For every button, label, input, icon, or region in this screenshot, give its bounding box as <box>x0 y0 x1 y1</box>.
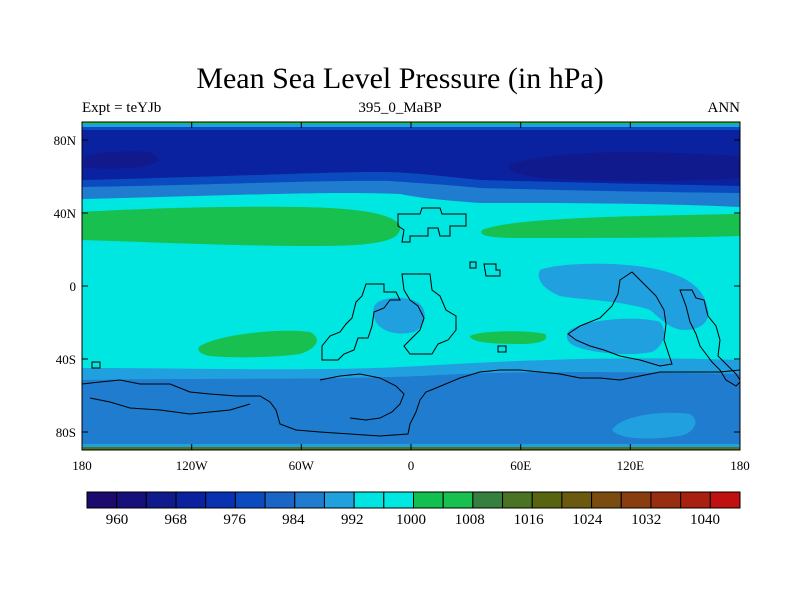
x-tick-label: 60E <box>510 458 531 473</box>
y-tick-label: 0 <box>70 279 77 294</box>
colorbar-box <box>264 491 296 509</box>
colorbar-box <box>442 491 474 509</box>
colorbar-box <box>472 491 504 509</box>
colorbar-label: 992 <box>341 512 364 528</box>
x-tick-label: 180 <box>72 458 92 473</box>
colorbar-box <box>531 491 563 509</box>
x-tick-label: 180 <box>730 458 750 473</box>
colorbar-box <box>323 491 355 509</box>
colorbar-box <box>591 491 622 509</box>
chart-title: Mean Sea Level Pressure (in hPa) <box>196 62 604 95</box>
season-label: ANN <box>707 100 741 116</box>
field-southern-high-east <box>470 331 547 344</box>
field-north-low-east <box>508 152 740 181</box>
coastline-southern-inner <box>89 373 405 421</box>
pressure-field <box>82 122 740 450</box>
colorbar-box <box>234 491 266 509</box>
colorbar-box <box>561 491 593 509</box>
colorbar-box <box>86 491 118 509</box>
colorbar-box <box>145 491 177 509</box>
colorbar-label: 1016 <box>514 512 545 528</box>
period-label: 395_0_MaBP <box>358 100 442 116</box>
coastline-far-east <box>679 289 740 387</box>
field-southern-high-west <box>198 330 317 358</box>
coastline-small-patch <box>91 361 101 369</box>
field-tropical-low-australia <box>566 318 665 355</box>
colorbar-box <box>709 491 741 509</box>
y-tick-label: 40S <box>56 352 76 367</box>
field-tropical-low-pacific <box>538 263 709 330</box>
colorbar-box <box>353 491 385 509</box>
field-north-low-west <box>84 151 160 169</box>
field-south-deep <box>82 372 740 450</box>
coastline-east-landmass <box>567 271 673 367</box>
coastline-southern-continent <box>82 369 740 437</box>
colorbar-label: 1008 <box>455 512 485 528</box>
x-tick-label: 120W <box>176 458 209 473</box>
colorbar-label: 1024 <box>572 512 603 528</box>
coastlines <box>82 207 740 437</box>
colorbar-label: 1000 <box>396 512 426 528</box>
field-south-inner-patch <box>612 412 696 439</box>
y-tick-label: 40N <box>54 206 77 221</box>
colorbar-box <box>205 491 236 509</box>
colorbar-box <box>294 491 325 509</box>
colorbar-box <box>502 491 533 509</box>
coastline-south-landmass <box>321 283 401 361</box>
coastline-north-landmass <box>397 207 467 243</box>
colorbar-box <box>620 491 652 509</box>
x-tick-label: 60W <box>289 458 315 473</box>
colorbar-box <box>413 491 444 509</box>
colorbar-label: 976 <box>223 512 246 528</box>
x-axis-labels: 180 120W 60W 0 60E 120E 180 <box>72 458 750 473</box>
colorbar-label: 968 <box>165 512 188 528</box>
experiment-label: Expt = teYJb <box>82 100 162 116</box>
coastline-island-a <box>469 261 477 269</box>
y-tick-label: 80S <box>56 425 76 440</box>
coastline-central-block <box>401 273 457 355</box>
field-tropical-low-africa <box>373 297 425 334</box>
colorbar-label: 960 <box>106 512 129 528</box>
x-tick-label: 0 <box>408 458 415 473</box>
y-tick-label: 80N <box>54 133 77 148</box>
axis-ticks <box>81 122 741 450</box>
colorbar-label: 1040 <box>690 512 720 528</box>
colorbar-box <box>175 491 207 509</box>
colorbar-box <box>116 491 147 509</box>
coastline-small-island <box>497 345 507 353</box>
colorbar <box>86 491 741 509</box>
colorbar-label: 984 <box>282 512 305 528</box>
colorbar-box <box>383 491 415 509</box>
colorbar-box <box>650 491 682 509</box>
colorbar-labels: 960 968 976 984 992 1000 1008 1016 1024 … <box>106 512 720 528</box>
colorbar-box <box>680 491 711 509</box>
colorbar-label: 1032 <box>631 512 661 528</box>
x-tick-label: 120E <box>617 458 645 473</box>
coastline-island-b <box>483 263 501 277</box>
y-axis-labels: 80N 40N 0 40S 80S <box>54 133 77 440</box>
field-subtropical-high-west <box>82 206 401 246</box>
field-subtropical-high-east <box>481 214 740 238</box>
